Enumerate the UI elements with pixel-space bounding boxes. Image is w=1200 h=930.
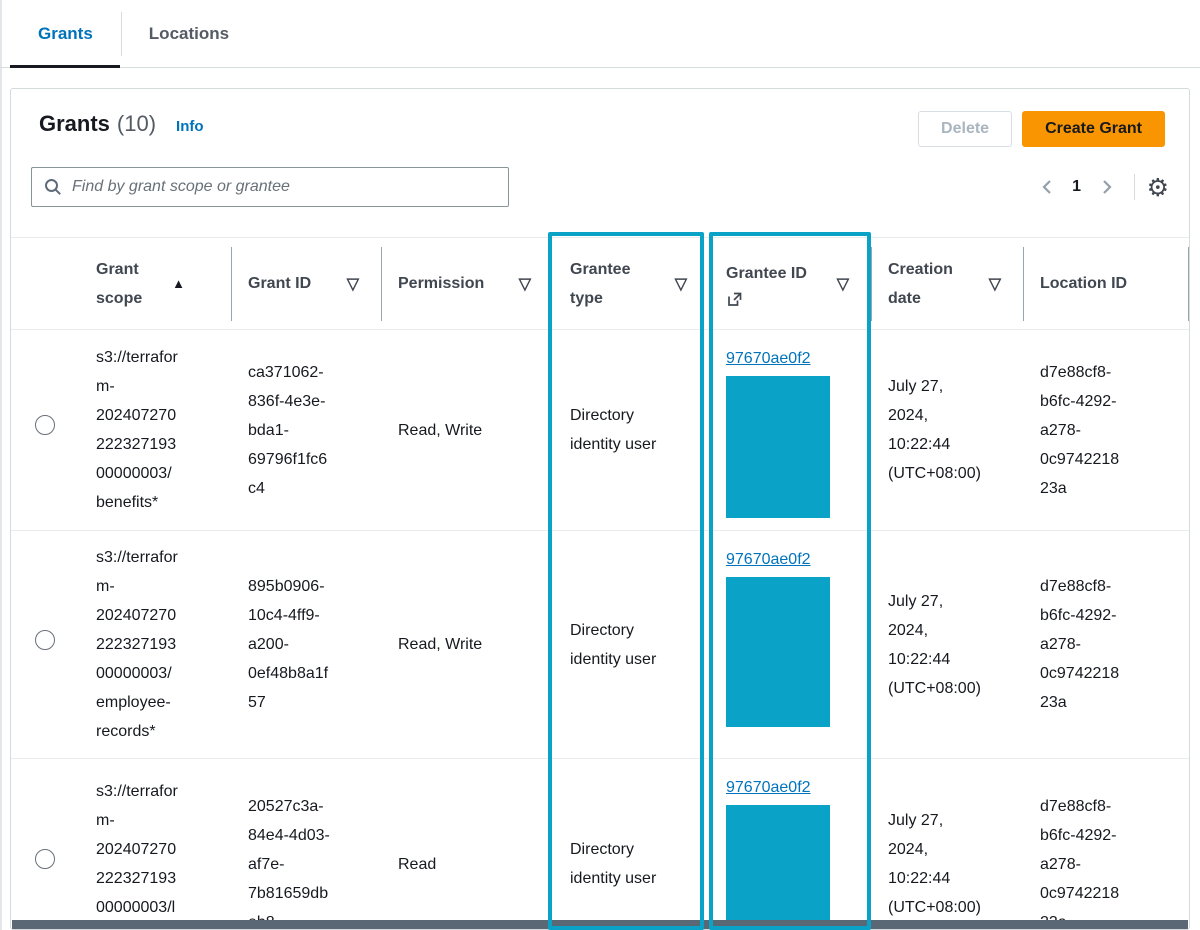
horizontal-scrollbar[interactable] [12,920,1188,929]
grant-id-value: 20527c3a-84e4-4d03-af7e-7b81659dbeb8 [248,797,330,930]
grant-id-label: Grant ID [248,275,312,292]
tab-locations[interactable]: Locations [148,23,230,43]
table-row: s3://terraform-2024072702223271930000000… [11,758,1189,930]
delete-button[interactable]: Delete [918,111,1013,147]
grants-table: Grant scope ▲ Grant ID ▽ Permission [11,237,1189,930]
chevron-left-icon [1042,180,1051,194]
tab-divider [120,11,122,56]
grantee-type-value: Directory identity user [570,407,657,453]
pagination: 1 ⚙ [1032,172,1169,202]
permission-value: Read, Write [398,636,483,653]
permission-value: Read [398,855,437,873]
location-id-label: Location ID [1040,275,1128,292]
row-radio-button[interactable] [35,415,55,435]
pager-divider [1133,174,1135,200]
toolbar: 1 ⚙ [11,147,1189,207]
table-row: s3://terraform-2024072702223271930000000… [11,329,1189,531]
column-header-grant-id[interactable]: Grant ID ▽ [231,237,381,330]
column-header-grantee-id[interactable]: Grantee ID ▽ [709,237,871,330]
column-header-location-id[interactable]: Location ID [1023,237,1189,330]
creation-date-value: July 27, 2024, 10:22:44 (UTC+08:00) [888,592,981,697]
title-line: Grants (10) Info [39,111,204,137]
tab-bar: Grants Locations [0,0,1200,68]
grant-scope-value: s3://terraform-2024072702223271930000000… [96,349,178,511]
sort-toggle-icon: ▽ [674,275,687,293]
header-actions: Delete Create Grant [918,111,1165,147]
active-tab-underline [10,65,120,68]
grantee-type-value: Directory identity user [570,621,657,668]
redaction-block [726,805,830,929]
location-id-value: d7e88cf8-b6fc-4292-a278-0c974221823a [1040,363,1120,497]
row-radio-button[interactable] [35,629,55,650]
grant-scope-label: Grant scope [96,260,143,307]
permission-value: Read, Write [398,421,483,439]
current-page[interactable]: 1 [1072,178,1082,195]
grantee-type-value: Directory identity user [570,841,657,887]
creation-date-value: July 27, 2024, 10:22:44 (UTC+08:00) [888,812,981,916]
grant-scope-value: s3://terraform-2024072702223271930000000… [96,783,178,929]
redaction-block [726,577,830,727]
panel-header: Grants (10) Info Delete Create Grant [11,89,1189,147]
grant-scope-value: s3://terraform-2024072702223271930000000… [96,549,178,740]
creation-date-label: Creation date [888,260,953,307]
sort-toggle-icon: ▽ [346,275,359,293]
column-header-creation-date[interactable]: Creation date ▽ [871,237,1023,330]
create-grant-button[interactable]: Create Grant [1022,111,1165,147]
grants-count: (10) [116,111,157,136]
location-id-value: d7e88cf8-b6fc-4292-a278-0c974221823a [1040,797,1120,930]
search-box[interactable] [31,167,509,207]
next-page-button[interactable] [1092,172,1122,202]
search-input[interactable] [72,178,496,196]
search-icon [44,178,62,196]
grantee-id-label: Grantee ID [726,265,807,282]
external-link-icon [726,291,807,308]
table-header-row: Grant scope ▲ Grant ID ▽ Permission [11,237,1189,330]
redaction-block [726,376,830,518]
grantee-id-link[interactable]: 97670ae0f2 [726,350,811,367]
sort-toggle-icon: ▽ [836,275,849,293]
grants-panel: Grants (10) Info Delete Create Grant [10,88,1190,930]
grantee-type-label: Grantee type [570,260,631,307]
permission-label: Permission [398,275,485,292]
sort-toggle-icon: ▽ [518,275,531,293]
prev-page-button[interactable] [1032,172,1062,202]
column-header-grantee-type[interactable]: Grantee type ▽ [553,237,709,330]
grantee-id-link[interactable]: 97670ae0f2 [726,779,811,796]
location-id-value: d7e88cf8-b6fc-4292-a278-0c974221823a [1040,578,1120,711]
grantee-id-link[interactable]: 97670ae0f2 [726,551,811,568]
page-title: Grants [39,111,110,136]
chevron-right-icon [1102,180,1112,194]
grant-id-value: 895b0906-10c4-4ff9-a200-0ef48b8a1f57 [248,578,329,711]
column-header-permission[interactable]: Permission ▽ [381,237,553,330]
sort-toggle-icon: ▽ [988,275,1001,293]
creation-date-value: July 27, 2024, 10:22:44 (UTC+08:00) [888,378,981,482]
table-row: s3://terraform-2024072702223271930000000… [11,530,1189,759]
grant-id-value: ca371062-836f-4e3e-bda1-69796f1fc6c4 [248,363,328,497]
select-all-header [11,237,79,330]
column-header-grant-scope[interactable]: Grant scope ▲ [79,237,231,330]
sort-ascending-icon: ▲ [172,276,185,291]
settings-gear-icon[interactable]: ⚙ [1146,172,1169,202]
tab-grants[interactable]: Grants [38,23,93,43]
info-link[interactable]: Info [176,118,204,135]
row-radio-button[interactable] [35,849,55,869]
